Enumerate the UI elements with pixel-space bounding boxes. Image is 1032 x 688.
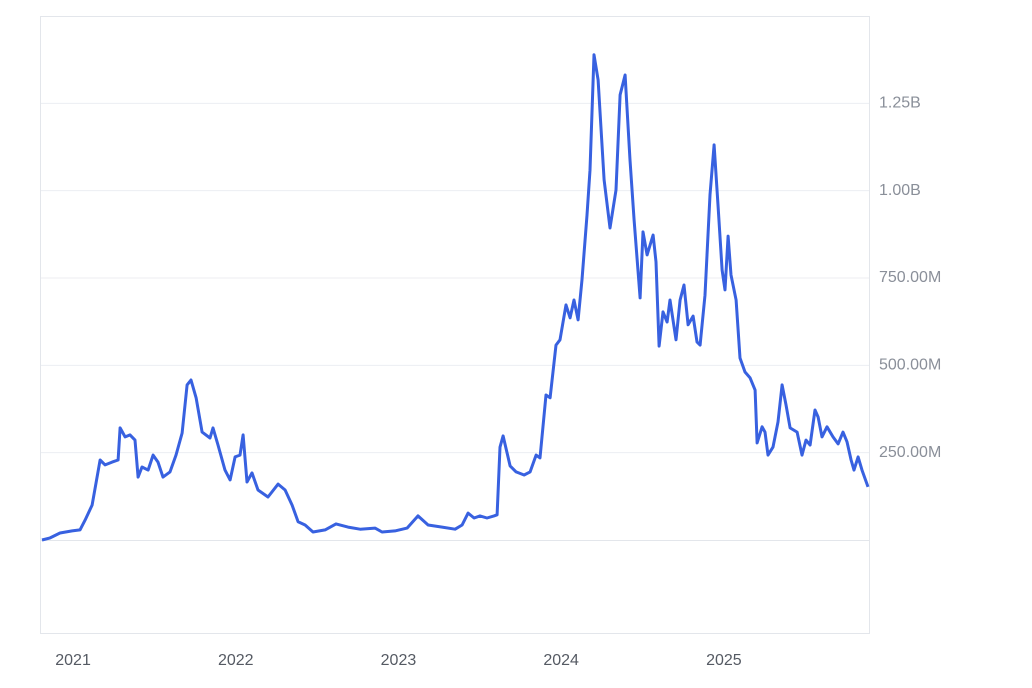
x-tick-label: 2021	[55, 652, 91, 669]
y-tick-label: 1.25B	[879, 95, 921, 112]
price-line	[41, 53, 870, 542]
y-tick-label: 1.00B	[879, 182, 921, 199]
y-tick-label: 750.00M	[879, 269, 941, 286]
plot-frame	[40, 16, 870, 634]
x-tick-label: 2022	[218, 652, 254, 669]
x-tick-label: 2024	[543, 652, 579, 669]
y-tick-label: 250.00M	[879, 444, 941, 461]
y-tick-label: 500.00M	[879, 357, 941, 374]
x-tick-label: 2023	[381, 652, 417, 669]
x-tick-label: 2025	[706, 652, 742, 669]
